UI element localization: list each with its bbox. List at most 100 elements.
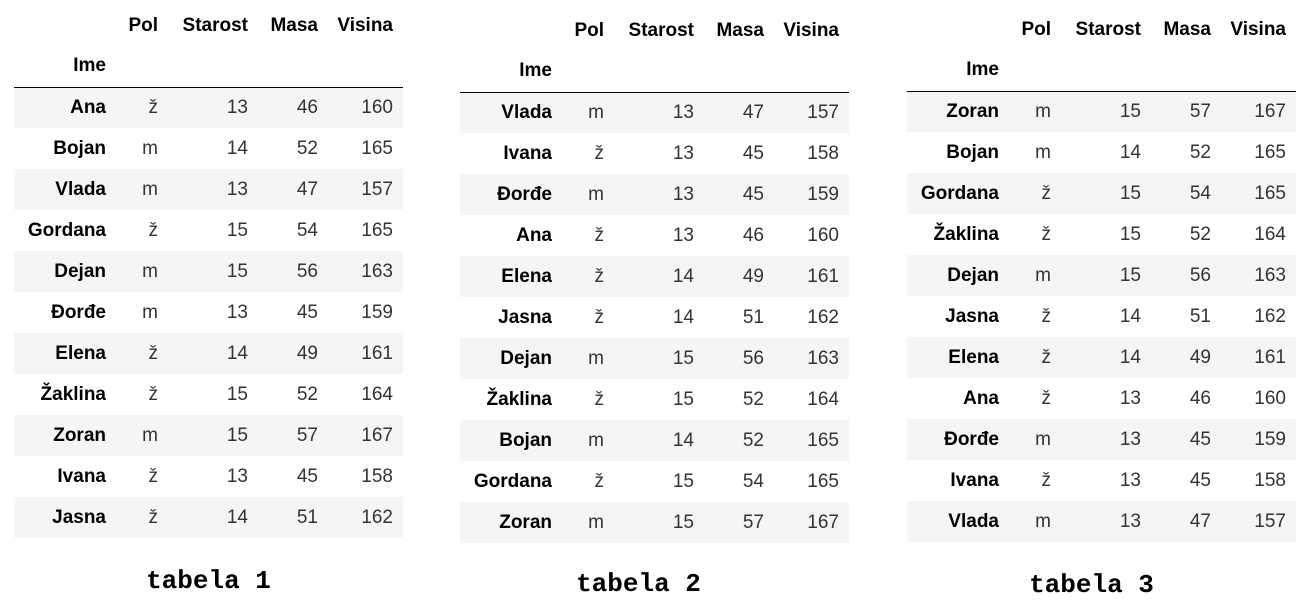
table-cell: m — [142, 424, 158, 446]
table-cell: 159 — [1254, 428, 1286, 450]
table-cell: ž — [148, 465, 159, 487]
table-cell: 45 — [1189, 469, 1211, 491]
table-panel-1: Pol Starost Masa Visina Ime Ana ž 13 46 160 B… — [14, 5, 403, 538]
table-cell: m — [1035, 428, 1051, 450]
row-index-cell: Elena — [55, 342, 106, 364]
table-cell: 13 — [226, 465, 248, 487]
table-cell: m — [142, 260, 158, 282]
row-index-cell: Ana — [516, 224, 552, 246]
blank-header-cell — [460, 10, 562, 51]
table-cell: 51 — [296, 506, 318, 528]
table-row: Bojan m 14 52 165 — [907, 132, 1296, 173]
table-row: Jasna ž 14 51 162 — [907, 296, 1296, 337]
row-index-cell: Ivana — [503, 142, 552, 164]
table-cell: 13 — [226, 96, 248, 118]
table-cell: 164 — [1254, 223, 1286, 245]
row-index-cell: Gordana — [920, 182, 999, 204]
index-header-row: Ime — [14, 46, 403, 88]
table-cell: 47 — [742, 101, 764, 123]
row-index-cell: Zoran — [53, 424, 106, 446]
row-index-cell: Đorđe — [51, 301, 106, 323]
row-index-cell: Dejan — [500, 347, 552, 369]
table-cell: 47 — [296, 178, 318, 200]
table-cell: 14 — [672, 306, 694, 328]
table-cell: 49 — [296, 342, 318, 364]
row-index-cell: Đorđe — [944, 428, 999, 450]
row-index-cell: Žaklina — [933, 223, 999, 245]
table-cell: 14 — [226, 137, 248, 159]
table-cell: ž — [1041, 182, 1052, 204]
column-header: Visina — [1230, 18, 1286, 40]
table-cell: 157 — [1254, 510, 1286, 532]
table-cell: 15 — [226, 260, 248, 282]
table-cell: 162 — [1254, 305, 1286, 327]
table-row: Bojan m 14 52 165 — [14, 128, 403, 169]
table-cell: 52 — [742, 388, 764, 410]
blank-header-cell — [907, 9, 1009, 50]
table-cell: 165 — [361, 219, 393, 241]
table-cell: 46 — [1189, 387, 1211, 409]
table-row: Ivana ž 13 45 158 — [907, 460, 1296, 501]
table-row: Ivana ž 13 45 158 — [460, 133, 849, 174]
table-cell: 57 — [296, 424, 318, 446]
table-cell: 15 — [1119, 100, 1141, 122]
table-cell: ž — [594, 306, 605, 328]
table-cell: 14 — [1119, 141, 1141, 163]
row-index-cell: Žaklina — [486, 388, 552, 410]
table-cell: m — [142, 301, 158, 323]
table-cell: 158 — [361, 465, 393, 487]
table-row: Đorđe m 13 45 159 — [907, 419, 1296, 460]
table-cell: m — [1035, 264, 1051, 286]
row-index-cell: Elena — [948, 346, 999, 368]
table-cell: 163 — [361, 260, 393, 282]
table-cell: 13 — [672, 183, 694, 205]
table-cell: m — [142, 137, 158, 159]
column-header: Visina — [337, 14, 393, 36]
table-row: Vlada m 13 47 157 — [907, 501, 1296, 542]
table-cell: 167 — [807, 511, 839, 533]
blank-header-cell — [116, 46, 168, 88]
table-cell: ž — [148, 383, 159, 405]
table-caption: tabela 1 — [146, 566, 271, 596]
table-row: Dejan m 15 56 163 — [460, 338, 849, 379]
table-cell: 165 — [361, 137, 393, 159]
column-header: Pol — [574, 19, 604, 41]
table-cell: 163 — [1254, 264, 1286, 286]
table-row: Bojan m 14 52 165 — [460, 420, 849, 461]
row-index-cell: Vlada — [501, 101, 552, 123]
table-cell: 46 — [742, 224, 764, 246]
table-cell: 13 — [1119, 510, 1141, 532]
table-cell: 52 — [1189, 223, 1211, 245]
table-cell: 54 — [1189, 182, 1211, 204]
table-row: Gordana ž 15 54 165 — [14, 210, 403, 251]
table-cell: 15 — [1119, 223, 1141, 245]
column-header: Masa — [270, 14, 318, 36]
table-cell: 159 — [807, 183, 839, 205]
table-cell: 15 — [226, 424, 248, 446]
table-cell: 167 — [361, 424, 393, 446]
row-index-cell: Dejan — [54, 260, 106, 282]
column-header-row: Pol Starost Masa Visina — [907, 9, 1296, 50]
dataframe-table: Pol Starost Masa Visina Ime Zoran m 15 57 16… — [907, 9, 1296, 542]
row-index-cell: Zoran — [499, 511, 552, 533]
table-cell: 47 — [1189, 510, 1211, 532]
blank-header-cell — [328, 46, 403, 88]
table-cell: m — [1035, 100, 1051, 122]
table-row: Elena ž 14 49 161 — [907, 337, 1296, 378]
table-row: Ana ž 13 46 160 — [14, 87, 403, 128]
table-cell: 14 — [1119, 305, 1141, 327]
table-row: Elena ž 14 49 161 — [14, 333, 403, 374]
row-index-cell: Žaklina — [40, 383, 106, 405]
table-cell: 167 — [1254, 100, 1286, 122]
dataframe-table: Pol Starost Masa Visina Ime Vlada m 13 47 15… — [460, 10, 849, 543]
table-cell: ž — [148, 219, 159, 241]
blank-header-cell — [774, 51, 849, 93]
table-panel-3: Pol Starost Masa Visina Ime Zoran m 15 57 16… — [907, 9, 1296, 542]
table-cell: m — [588, 347, 604, 369]
table-row: Ana ž 13 46 160 — [907, 378, 1296, 419]
table-cell: ž — [148, 96, 159, 118]
table-cell: 158 — [807, 142, 839, 164]
row-index-cell: Jasna — [945, 305, 999, 327]
table-cell: 54 — [296, 219, 318, 241]
table-cell: 45 — [742, 142, 764, 164]
